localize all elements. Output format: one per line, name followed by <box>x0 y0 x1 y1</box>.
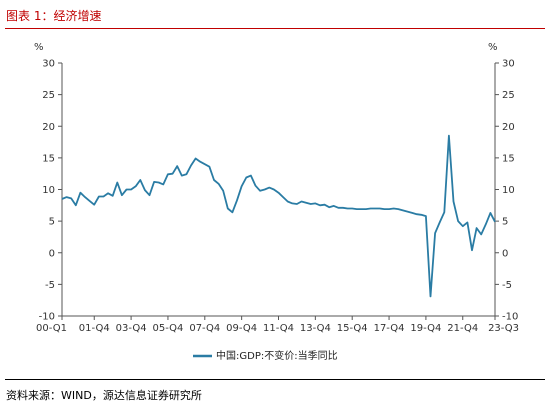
x-tick-label: 17-Q4 <box>374 323 405 334</box>
gdp-series-line <box>61 134 496 298</box>
source-note: 资料来源：WIND，源达信息证券研究所 <box>6 389 202 402</box>
left-y-tick-label: 10 <box>42 185 55 196</box>
x-tick-label: 13-Q4 <box>300 323 331 334</box>
left-y-tick-label: 20 <box>42 122 55 133</box>
left-y-tick-label: 5 <box>49 217 55 228</box>
x-tick-label: 11-Q4 <box>263 323 294 334</box>
right-unit-label: % <box>488 42 498 53</box>
x-tick-label: 07-Q4 <box>189 323 220 334</box>
figure-title: 图表 1：经济增速 <box>6 9 102 23</box>
right-y-tick-label: -10 <box>502 312 518 323</box>
left-y-tick-label: 30 <box>42 59 55 70</box>
x-tick-label: 09-Q4 <box>226 323 257 334</box>
left-y-tick-label: 0 <box>49 248 55 259</box>
title-underline <box>5 28 545 29</box>
right-y-tick-label: 15 <box>502 153 515 164</box>
x-tick-label: 23-Q3 <box>488 323 519 334</box>
right-y-tick-label: 30 <box>502 59 515 70</box>
x-tick-label: 03-Q4 <box>116 323 147 334</box>
right-y-tick-label: 20 <box>502 122 515 133</box>
right-y-tick-label: 10 <box>502 185 515 196</box>
left-y-tick-label: 15 <box>42 153 55 164</box>
series-layer <box>61 134 496 298</box>
x-tick-label: 15-Q4 <box>337 323 368 334</box>
right-y-tick-label: 25 <box>502 90 515 101</box>
axes-group: -10 -10 -5 -5 0 0 5 5 10 10 15 15 20 20 25 25 30 30 00-Q1 0… <box>36 59 519 335</box>
legend-label: 中国:GDP:不变价:当季同比 <box>216 349 338 362</box>
x-tick-label: 05-Q4 <box>152 323 183 334</box>
right-y-tick-label: 0 <box>502 248 508 259</box>
left-y-tick-label: 25 <box>42 90 55 101</box>
x-tick-label: 19-Q4 <box>410 323 441 334</box>
x-tick-label: 21-Q4 <box>447 323 478 334</box>
left-y-tick-label: -5 <box>45 280 55 291</box>
legend: 中国:GDP:不变价:当季同比 <box>193 349 338 362</box>
x-tick-label: 01-Q4 <box>79 323 110 334</box>
left-y-tick-label: -10 <box>39 312 55 323</box>
right-y-tick-label: 5 <box>502 217 508 228</box>
x-tick-label: 00-Q1 <box>36 323 67 334</box>
left-unit-label: % <box>34 42 44 53</box>
right-y-tick-label: -5 <box>502 280 512 291</box>
source-divider <box>5 379 545 380</box>
